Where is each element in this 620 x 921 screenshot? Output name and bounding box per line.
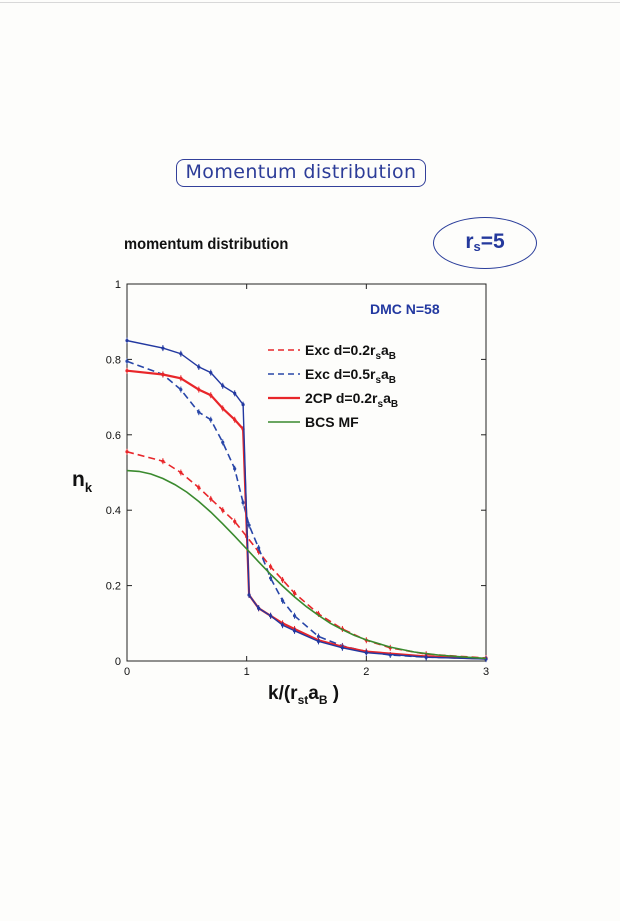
data-point xyxy=(280,623,285,627)
data-point xyxy=(161,346,165,350)
y-tick-label: 0.6 xyxy=(106,430,121,442)
data-point xyxy=(125,450,129,454)
data-point xyxy=(197,387,201,392)
x-axis-label-part: k/(r xyxy=(268,683,298,704)
data-point xyxy=(221,384,225,388)
series-line-0 xyxy=(126,451,487,659)
x-axis-label-sub: st xyxy=(297,693,309,707)
data-point xyxy=(292,629,297,633)
x-axis-label-sub: B xyxy=(318,693,328,707)
data-point xyxy=(197,410,201,414)
data-point xyxy=(316,634,321,639)
data-point xyxy=(179,376,183,380)
x-axis-label-part: ) xyxy=(327,683,340,704)
data-point xyxy=(364,651,368,655)
y-tick-label: 0.2 xyxy=(106,581,121,593)
series-line-3 xyxy=(126,339,487,660)
axis-ticks: 0 0.2 0.4 0.6 0.8 1 0 1 2 3 xyxy=(106,279,489,678)
data-point xyxy=(125,369,129,373)
data-point xyxy=(280,578,285,582)
data-point xyxy=(292,591,297,595)
data-point xyxy=(209,418,213,422)
data-point xyxy=(269,576,273,580)
data-point xyxy=(221,508,225,512)
legend-label: 2CP d=0.2rsaB xyxy=(305,390,398,410)
y-tick-label: 0.8 xyxy=(106,354,121,366)
legend-label: Exc d=0.2rsaB xyxy=(305,342,396,362)
dmc-annotation: DMC N=58 xyxy=(370,301,440,317)
data-point xyxy=(424,655,428,659)
data-point xyxy=(161,459,165,463)
data-point xyxy=(269,565,273,569)
data-point xyxy=(241,501,245,505)
data-point xyxy=(179,470,183,475)
data-point xyxy=(292,614,297,618)
x-tick-label: 2 xyxy=(363,666,369,678)
legend-label: Exc d=0.5rsaB xyxy=(305,366,396,386)
data-point xyxy=(221,406,225,411)
data-point xyxy=(247,593,251,597)
plot-frame xyxy=(126,283,487,662)
data-point xyxy=(209,370,213,375)
data-point xyxy=(247,523,251,527)
y-tick-label: 1 xyxy=(115,279,121,291)
data-point xyxy=(233,519,237,524)
legend: Exc d=0.2rsaB Exc d=0.5rsaB 2CP d=0.2rsaB B… xyxy=(268,342,398,430)
rs-badge-value: =5 xyxy=(480,230,505,253)
y-axis-label-sub: k xyxy=(84,480,93,495)
data-point xyxy=(269,614,273,618)
data-point xyxy=(257,606,261,610)
rs-badge-main: r xyxy=(465,230,474,253)
y-axis-label: nk xyxy=(72,468,93,495)
series-lines xyxy=(125,337,488,663)
data-point xyxy=(209,497,213,501)
data-point xyxy=(125,359,129,363)
x-tick-label: 0 xyxy=(124,666,130,678)
data-point xyxy=(340,646,344,650)
data-point xyxy=(179,387,183,392)
data-point xyxy=(316,639,321,643)
y-tick-label: 0 xyxy=(115,656,121,668)
rs-badge: rs=5 xyxy=(433,217,537,269)
x-tick-label: 3 xyxy=(483,666,489,678)
data-point xyxy=(197,365,201,369)
y-tick-label: 0.4 xyxy=(106,505,121,517)
data-point xyxy=(125,338,129,343)
x-tick-label: 1 xyxy=(244,666,250,678)
slide-title-box: Momentum distribution xyxy=(176,159,426,187)
plot-title: momentum distribution xyxy=(124,236,289,253)
y-axis-label-main: n xyxy=(72,468,85,491)
data-point xyxy=(221,440,225,444)
rs-badge-sub: s xyxy=(473,239,481,254)
series-line-4 xyxy=(126,469,487,660)
data-point xyxy=(233,467,237,471)
slide-title: Momentum distribution xyxy=(185,161,417,183)
data-point xyxy=(209,393,213,397)
data-point xyxy=(233,391,237,395)
data-point xyxy=(280,599,285,603)
x-axis-label: k/(rstaB ) xyxy=(268,683,340,707)
data-point xyxy=(197,485,201,490)
data-point xyxy=(241,403,245,407)
legend-label: BCS MF xyxy=(305,414,359,430)
data-point xyxy=(161,372,165,377)
data-point xyxy=(233,418,237,422)
data-point xyxy=(179,352,183,356)
top-rule xyxy=(0,2,620,3)
x-axis-label-part: a xyxy=(308,683,319,704)
data-point xyxy=(257,546,261,550)
